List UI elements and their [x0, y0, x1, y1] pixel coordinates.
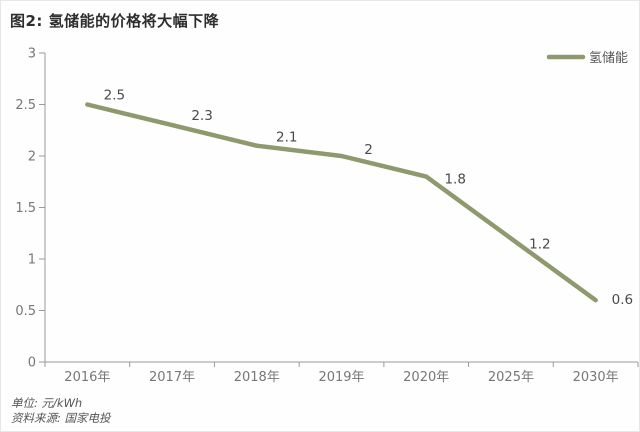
data-point-label: 2 [364, 142, 373, 158]
data-point-label: 1.8 [444, 172, 465, 188]
y-axis-tick-label: 2.5 [15, 98, 36, 113]
legend-label: 氢储能 [589, 51, 628, 66]
y-axis-tick-label: 0 [28, 356, 36, 371]
unit-note: 单位: 元/kWh [11, 396, 83, 410]
y-axis-tick-label: 1 [28, 253, 36, 268]
y-axis-tick-label: 2 [28, 150, 36, 165]
data-point-label: 2.5 [104, 88, 125, 104]
y-axis-tick-label: 1.5 [15, 201, 36, 216]
x-axis-tick-label: 2019年 [318, 370, 364, 385]
y-axis-tick-label: 0.5 [15, 304, 36, 319]
x-axis-tick-label: 2016年 [64, 370, 110, 385]
y-axis-tick-label: 3 [28, 47, 36, 62]
source-note: 资料来源: 国家电投 [11, 411, 111, 425]
x-axis-tick-label: 2017年 [149, 370, 195, 385]
chart-footer: 单位: 元/kWh 资料来源: 国家电投 [11, 396, 111, 426]
data-point-label: 2.3 [191, 108, 212, 124]
price-line [85, 102, 598, 303]
data-point-label: 2.1 [276, 130, 297, 146]
data-point-label: 1.2 [529, 236, 550, 252]
x-axis-tick-label: 2025年 [488, 370, 534, 385]
chart-title: 图2: 氢储能的价格将大幅下降 [10, 12, 220, 30]
x-axis-tick-label: 2020年 [403, 370, 449, 385]
x-axis-tick-label: 2018年 [234, 370, 280, 385]
data-point-label: 0.6 [612, 292, 633, 308]
x-axis-tick-label: 2030年 [573, 370, 619, 385]
